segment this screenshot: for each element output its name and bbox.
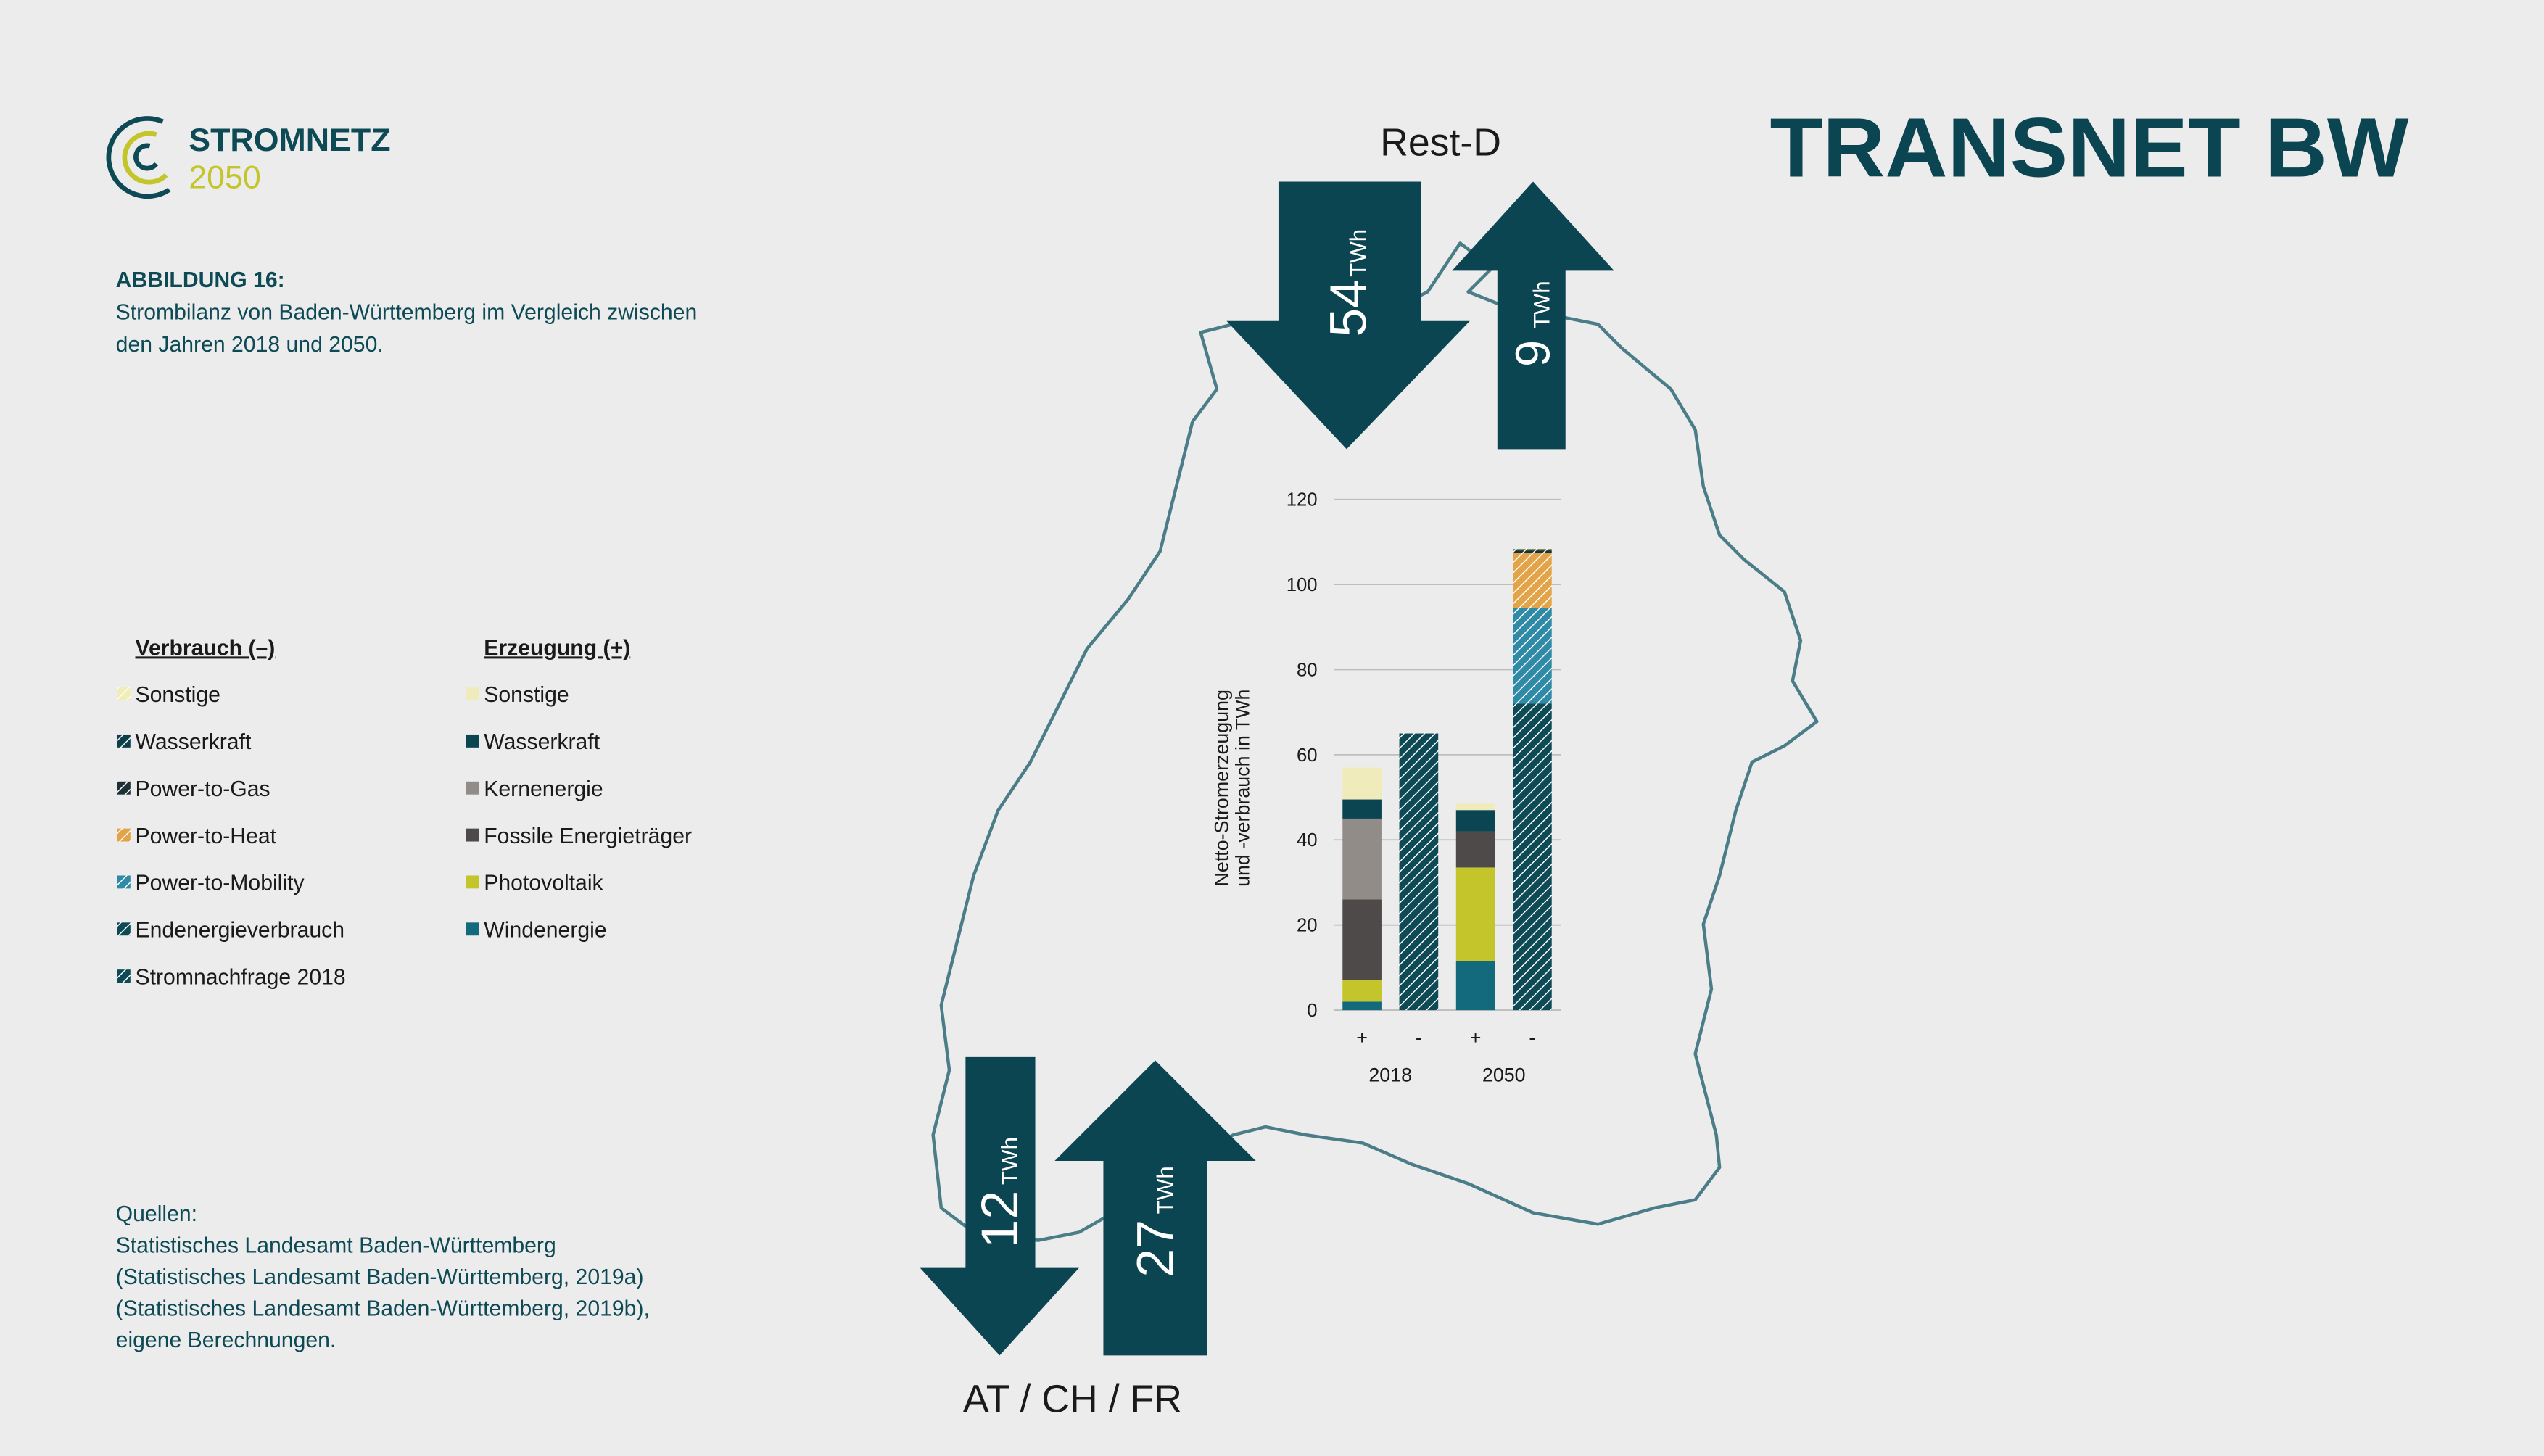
legend-swatch bbox=[117, 828, 131, 842]
x-tick-label: - bbox=[1529, 1027, 1535, 1048]
flow-value: 12 bbox=[971, 1191, 1029, 1249]
bar-segment bbox=[1455, 867, 1495, 961]
bar-segment bbox=[1455, 810, 1495, 832]
map-outline bbox=[931, 241, 1819, 1242]
y-tick-label: 60 bbox=[1297, 745, 1318, 766]
bar-segment bbox=[1342, 1001, 1382, 1011]
legend-swatch bbox=[117, 781, 131, 795]
flow-arrows bbox=[920, 181, 1614, 1356]
bar-segment bbox=[1455, 961, 1495, 1011]
brand-logo: TRANSNET BW bbox=[1769, 101, 2408, 195]
bar-segment bbox=[1513, 703, 1552, 1011]
y-tick-label: 80 bbox=[1297, 660, 1318, 680]
arrow-import-bottom bbox=[1054, 1060, 1256, 1356]
stacked-bar-chart: 0 20 40 60 80 100 120 Netto-Stromerzeugung und -… bbox=[1211, 490, 1561, 1085]
caption-line: den Jahren 2018 und 2050. bbox=[116, 333, 384, 357]
y-tick-label: 40 bbox=[1297, 830, 1318, 851]
logo-name: STROMNETZ bbox=[189, 123, 390, 158]
legend-label: Wasserkraft bbox=[136, 730, 252, 754]
legend-swatch bbox=[466, 828, 479, 842]
legend-label: Windenergie bbox=[484, 918, 606, 942]
y-tick-label: 0 bbox=[1307, 1001, 1317, 1021]
legend-swatch bbox=[466, 687, 479, 700]
legend-swatch bbox=[117, 922, 131, 936]
y-tick-label: 100 bbox=[1287, 575, 1318, 595]
y-tick-label: 120 bbox=[1287, 490, 1318, 510]
caption-line: Strombilanz von Baden-Württemberg im Ver… bbox=[116, 301, 698, 325]
arrow-export-bottom bbox=[920, 1056, 1079, 1356]
x-tick-label: + bbox=[1356, 1027, 1368, 1048]
bar-segment bbox=[1342, 799, 1382, 819]
legend-label: Kernenergie bbox=[484, 777, 603, 801]
bar-segment bbox=[1455, 803, 1495, 811]
bar-segment bbox=[1513, 550, 1552, 553]
bar-segment bbox=[1513, 608, 1552, 704]
logo-mark bbox=[106, 116, 171, 199]
source-line: Statistisches Landesamt Baden-Württember… bbox=[116, 1233, 556, 1257]
legend-label: Power-to-Gas bbox=[136, 777, 270, 801]
bar-segment bbox=[1513, 549, 1552, 551]
flow-unit: TWh bbox=[997, 1137, 1023, 1185]
bar-segment bbox=[1513, 548, 1552, 550]
bar-segment bbox=[1342, 767, 1382, 800]
legend-label: Power-to-Heat bbox=[136, 824, 277, 848]
legend-label: Sonstige bbox=[484, 683, 569, 707]
bar-segment bbox=[1513, 553, 1552, 608]
region-label: AT / CH / FR bbox=[963, 1378, 1182, 1421]
flow-value: 9 bbox=[1506, 340, 1560, 367]
legend-swatch bbox=[117, 734, 131, 748]
legend-swatch bbox=[117, 875, 131, 889]
legend-label: Endenergieverbrauch bbox=[136, 918, 345, 942]
bar-segment bbox=[1399, 733, 1439, 1011]
source-line: (Statistisches Landesamt Baden-Württembe… bbox=[116, 1265, 644, 1289]
legend-label: Fossile Energieträger bbox=[484, 824, 692, 848]
x-group-label: 2050 bbox=[1482, 1064, 1526, 1085]
y-axis-label: und -verbrauch in TWh bbox=[1232, 690, 1254, 887]
arrow-export-top bbox=[1452, 181, 1614, 450]
legend: Verbrauch (–) Erzeugung (+) Sonstige Wasser… bbox=[117, 636, 692, 989]
logo-year: 2050 bbox=[189, 160, 260, 195]
flow-value: 27 bbox=[1127, 1220, 1185, 1278]
arrow-import-top bbox=[1226, 181, 1470, 450]
source-line: Quellen: bbox=[116, 1202, 197, 1226]
legend-swatch bbox=[466, 922, 479, 936]
source-line: eigene Berechnungen. bbox=[116, 1328, 336, 1352]
legend-label: Power-to-Mobility bbox=[136, 872, 305, 895]
sources: Quellen: Statistisches Landesamt Baden-Wü… bbox=[116, 1202, 650, 1352]
x-tick-label: - bbox=[1416, 1027, 1422, 1048]
source-line: (Statistisches Landesamt Baden-Württembe… bbox=[116, 1297, 650, 1321]
legend-swatch bbox=[466, 734, 479, 748]
region-label: Rest-D bbox=[1380, 121, 1501, 165]
flow-unit: TWh bbox=[1529, 281, 1554, 328]
x-group-label: 2018 bbox=[1368, 1064, 1412, 1085]
flow-unit: TWh bbox=[1346, 229, 1371, 277]
legend-swatch bbox=[466, 781, 479, 795]
legend-title: Erzeugung (+) bbox=[484, 636, 630, 660]
bar-segment bbox=[1342, 980, 1382, 1002]
legend-label: Stromnachfrage 2018 bbox=[136, 965, 346, 989]
bar-segment bbox=[1342, 899, 1382, 980]
legend-swatch bbox=[117, 969, 131, 983]
y-tick-label: 20 bbox=[1297, 916, 1318, 936]
legend-swatch bbox=[466, 875, 479, 889]
bar-segment bbox=[1342, 818, 1382, 900]
bar-segment bbox=[1455, 831, 1495, 868]
legend-swatch bbox=[117, 687, 131, 700]
x-tick-label: + bbox=[1470, 1027, 1482, 1048]
legend-label: Sonstige bbox=[136, 683, 220, 707]
legend-title: Verbrauch (–) bbox=[136, 636, 276, 660]
flow-unit: TWh bbox=[1153, 1166, 1178, 1214]
caption-label: ABBILDUNG 16: bbox=[116, 268, 285, 292]
legend-label: Wasserkraft bbox=[484, 730, 600, 754]
flow-value: 54 bbox=[1320, 279, 1378, 337]
y-axis-label: Netto-Stromerzeugung bbox=[1211, 690, 1233, 886]
legend-label: Photovoltaik bbox=[484, 872, 603, 895]
